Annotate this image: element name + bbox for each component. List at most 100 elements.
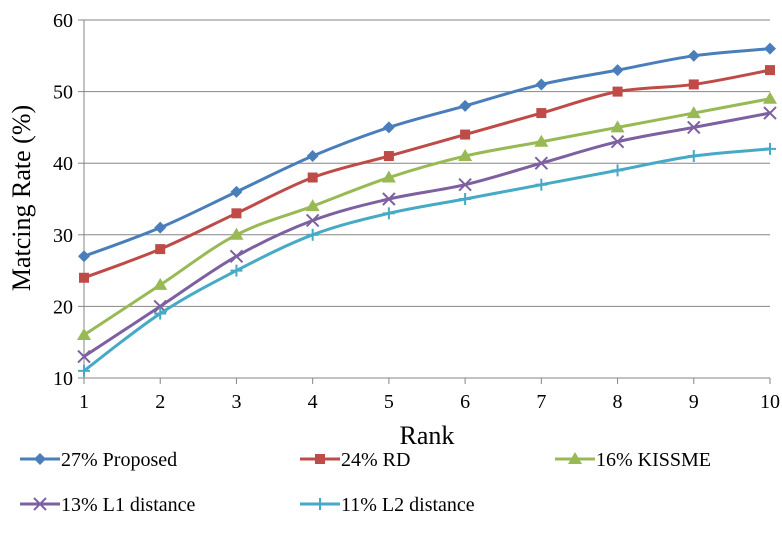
- data-point: [536, 108, 547, 119]
- legend-item: 27% Proposed: [20, 449, 177, 471]
- data-point: [763, 91, 777, 104]
- data-point: [231, 208, 242, 219]
- x-stroke: [458, 177, 472, 192]
- x-stroke: [305, 213, 320, 228]
- x-tick-label: 7: [536, 391, 546, 413]
- data-point: [77, 349, 91, 364]
- series-27-proposed: [78, 42, 776, 263]
- data-point: [306, 150, 319, 163]
- data-point: [154, 221, 167, 234]
- x-tick-label: 9: [689, 391, 699, 413]
- legend-marker: [315, 454, 325, 464]
- data-point: [611, 64, 624, 77]
- series-layer: [77, 42, 777, 377]
- x-stroke: [33, 497, 47, 511]
- data-point: [765, 65, 775, 76]
- x-tick-label: 8: [613, 391, 623, 413]
- legend-item: 24% RD: [300, 449, 410, 471]
- data-point: [458, 149, 473, 162]
- x-stroke: [382, 192, 396, 206]
- legend-marker: [568, 452, 582, 464]
- legend-label: 27% Proposed: [61, 449, 177, 471]
- series-line: [83, 68, 771, 280]
- data-point: [612, 86, 623, 97]
- data-point: [382, 207, 395, 220]
- data-point: [534, 134, 549, 147]
- legend-marker: [33, 497, 47, 511]
- x-tick-label: 3: [231, 391, 241, 413]
- data-point: [305, 199, 320, 212]
- y-tick-label: 20: [53, 296, 73, 318]
- x-tick-label: 10: [760, 391, 780, 413]
- series-line: [83, 147, 771, 373]
- legend-marker: [314, 498, 326, 510]
- data-point: [688, 79, 699, 90]
- legend-item: 13% L1 distance: [20, 494, 196, 516]
- y-tick-label: 50: [53, 82, 73, 104]
- data-point: [535, 178, 548, 191]
- data-point: [460, 129, 471, 140]
- x-stroke: [153, 299, 167, 314]
- data-point: [78, 364, 90, 377]
- y-tick-label: 10: [53, 368, 73, 390]
- series-24-rd: [79, 65, 775, 283]
- data-point: [306, 228, 319, 241]
- axes: 10 20 30 40 50 60 1 2 3 4 5 6 7 8 9 10: [53, 10, 780, 413]
- data-point: [229, 227, 244, 240]
- series-line: [83, 111, 771, 358]
- x-stroke: [687, 120, 701, 135]
- x-tick-label: 2: [155, 391, 165, 413]
- legend-label: 16% KISSME: [596, 449, 711, 471]
- data-point: [381, 170, 396, 183]
- legend-item: 11% L2 distance: [300, 494, 475, 516]
- data-point: [763, 106, 777, 120]
- data-point: [229, 249, 244, 263]
- series-16-kissme: [77, 91, 777, 341]
- data-point: [154, 307, 167, 320]
- data-point: [382, 192, 396, 206]
- data-point: [305, 213, 320, 228]
- data-point: [611, 164, 624, 177]
- data-point: [764, 42, 776, 55]
- data-point: [459, 99, 472, 112]
- data-point: [458, 177, 472, 192]
- series-line: [83, 97, 771, 337]
- data-point: [686, 106, 701, 119]
- data-point: [534, 156, 549, 170]
- legend-item: 16% KISSME: [555, 449, 711, 471]
- gridlines: [84, 19, 770, 307]
- legend: 27% Proposed 24% RD 16% KISSME 13% L1 dista…: [20, 449, 711, 516]
- data-point: [610, 135, 625, 149]
- x-stroke: [610, 135, 625, 149]
- legend-marker: [34, 453, 46, 465]
- data-point: [687, 120, 701, 135]
- legend-label: 13% L1 distance: [61, 494, 196, 516]
- x-tick-label: 4: [308, 391, 318, 413]
- data-point: [230, 264, 243, 277]
- y-tick-label: 30: [53, 225, 73, 247]
- x-stroke: [229, 249, 244, 263]
- data-point: [153, 277, 168, 290]
- legend-label: 11% L2 distance: [341, 494, 475, 516]
- y-axis-label: Matcing Rate (%): [7, 105, 36, 291]
- series-11-l2-distance: [78, 142, 776, 377]
- data-point: [687, 150, 700, 163]
- series-13-l1-distance: [77, 106, 777, 364]
- data-point: [610, 120, 625, 133]
- x-stroke: [763, 106, 777, 120]
- y-tick-label: 40: [53, 153, 73, 175]
- data-point: [687, 49, 700, 62]
- legend-label: 24% RD: [341, 449, 410, 471]
- data-point: [307, 172, 318, 183]
- series-line: [83, 47, 771, 258]
- data-point: [383, 151, 394, 162]
- y-tick-label: 60: [53, 10, 73, 32]
- x-tick-label: 6: [460, 391, 470, 413]
- x-axis-label: Rank: [400, 421, 455, 450]
- x-tick-label: 5: [384, 391, 394, 413]
- x-stroke: [77, 349, 91, 364]
- data-point: [79, 272, 89, 283]
- data-point: [764, 142, 776, 155]
